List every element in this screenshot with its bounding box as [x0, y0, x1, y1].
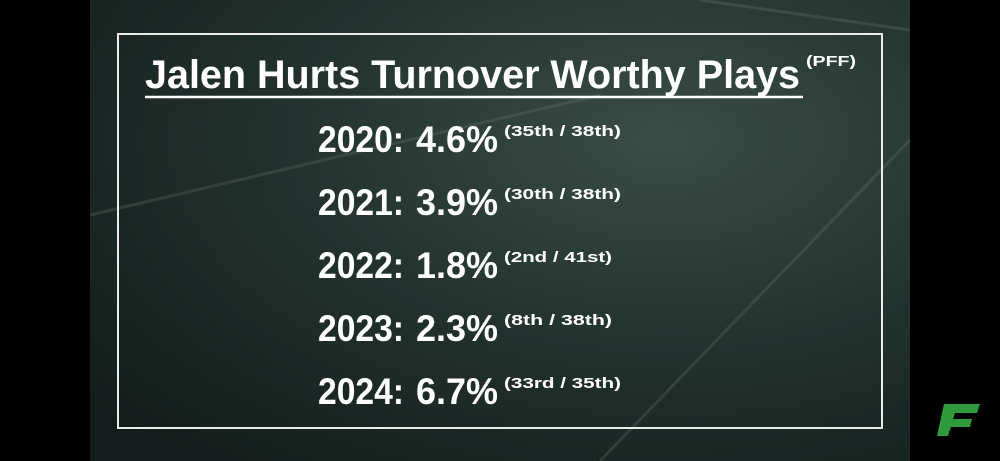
row-year: 2021:	[318, 182, 404, 223]
title: Jalen Hurts Turnover Worthy Plays	[145, 53, 800, 97]
row-value: 6.7%	[416, 371, 498, 412]
rows: 2020: 4.6% (35th / 38th) 2021: 3.9% (30th / 3…	[318, 119, 621, 412]
row-rank: (2nd / 41st)	[504, 249, 612, 266]
row-value: 1.8%	[416, 245, 498, 286]
field-lines	[89, 0, 912, 461]
row-value: 3.9%	[416, 182, 498, 223]
row-year: 2024:	[318, 371, 404, 412]
field-background	[90, 0, 910, 461]
row-year: 2022:	[318, 245, 404, 286]
logo	[937, 404, 980, 436]
frame	[117, 33, 883, 429]
row-rank: (30th / 38th)	[504, 186, 621, 203]
row-year: 2023:	[318, 308, 404, 349]
row-value: 2.3%	[416, 308, 498, 349]
row-rank: (8th / 38th)	[504, 312, 612, 329]
row-rank: (33rd / 35th)	[504, 375, 621, 392]
row-year: 2020:	[318, 119, 404, 160]
source: (PFF)	[806, 53, 856, 70]
row-rank: (35th / 38th)	[504, 123, 621, 140]
row-value: 4.6%	[416, 119, 498, 160]
